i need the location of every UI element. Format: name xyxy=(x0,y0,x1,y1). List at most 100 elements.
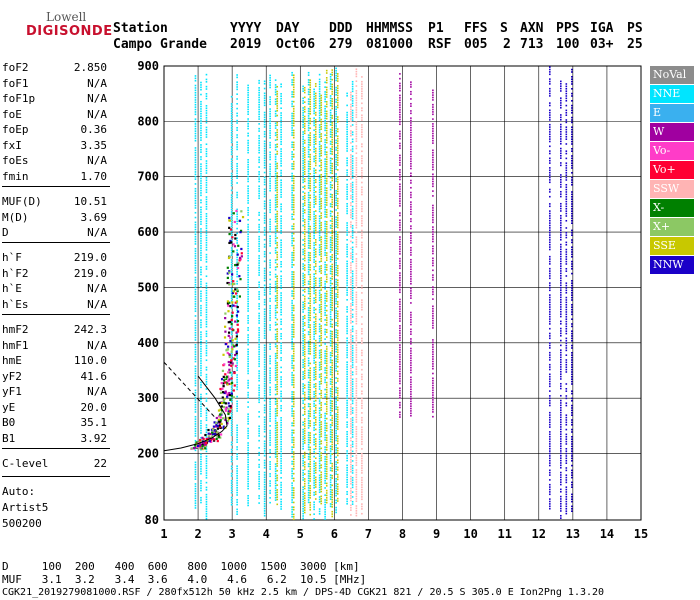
echo-dot xyxy=(329,231,332,234)
echo-dot xyxy=(329,433,332,436)
echo-dot xyxy=(194,238,197,240)
echo-dot xyxy=(314,294,317,296)
echo-dot xyxy=(205,237,208,239)
echo-dot xyxy=(236,122,238,124)
echo-dot xyxy=(292,74,295,77)
echo-dot xyxy=(350,427,352,430)
param-value: 0.36 xyxy=(80,123,108,136)
echo-dot xyxy=(236,93,238,95)
echo-dot xyxy=(318,484,321,486)
echo-dot xyxy=(302,243,304,246)
echo-dot xyxy=(350,110,352,113)
echo-dot xyxy=(318,388,321,390)
echo-dot xyxy=(318,462,321,465)
echo-dot xyxy=(303,108,306,111)
echo-dot xyxy=(276,253,279,256)
echo-dot xyxy=(291,177,293,180)
echo-dot xyxy=(309,509,312,511)
echo-dot xyxy=(355,159,358,162)
echo-dot xyxy=(318,184,321,186)
echo-dot xyxy=(292,453,295,456)
echo-dot xyxy=(274,213,277,216)
echo-dot xyxy=(325,389,328,391)
echo-dot xyxy=(307,331,310,333)
echo-dot xyxy=(549,116,551,119)
echo-dot xyxy=(274,496,277,499)
echo-dot xyxy=(318,117,321,119)
echo-dot xyxy=(276,114,279,117)
echo-dot xyxy=(320,440,323,442)
echo-dot xyxy=(276,421,279,424)
echo-dot xyxy=(346,402,348,404)
echo-dot xyxy=(318,345,321,347)
echo-dot xyxy=(205,246,208,249)
echo-dot xyxy=(200,410,202,413)
echo-dot xyxy=(346,150,348,152)
echo-dot xyxy=(263,346,266,349)
echo-dot xyxy=(355,296,358,299)
echo-dot xyxy=(335,420,337,423)
echo-dot xyxy=(307,369,310,372)
echo-dot xyxy=(324,220,326,223)
echo-dot xyxy=(313,484,315,487)
echo-dot xyxy=(351,155,354,157)
param-row: M(D) 3.69 xyxy=(2,210,107,225)
echo-dot xyxy=(307,81,310,84)
echo-dot xyxy=(335,348,337,351)
echo-dot xyxy=(355,414,358,416)
echo-dot xyxy=(274,280,277,283)
echo-dot xyxy=(200,230,202,233)
echo-dot xyxy=(230,254,233,256)
echo-dot xyxy=(302,517,304,520)
echo-dot xyxy=(303,288,306,291)
echo-dot xyxy=(280,465,282,467)
echo-dot xyxy=(346,354,348,356)
echo-dot xyxy=(205,301,208,304)
echo-dot xyxy=(320,413,323,416)
echo-dot xyxy=(269,96,271,98)
echo-dot xyxy=(258,173,260,176)
echo-dot xyxy=(350,463,352,466)
echo-dot xyxy=(205,325,208,328)
echo-dot xyxy=(346,395,348,397)
echo-dot xyxy=(292,357,295,360)
echo-dot xyxy=(361,251,363,253)
echo-dot xyxy=(247,257,249,260)
echo-dot xyxy=(292,112,295,115)
echo-dot xyxy=(269,110,271,113)
echo-dot xyxy=(200,208,202,211)
echo-dot xyxy=(549,95,551,97)
echo-dot xyxy=(309,264,312,266)
echo-dot xyxy=(230,287,233,290)
echo-dot xyxy=(269,497,271,499)
echo-dot xyxy=(230,417,233,420)
echo-dot xyxy=(336,121,339,123)
echo-dot xyxy=(194,113,197,116)
echo-dot xyxy=(313,146,315,148)
echo-dot xyxy=(230,213,233,216)
param-name: B0 xyxy=(2,416,16,429)
echo-dot xyxy=(320,221,323,224)
echo-dot xyxy=(324,122,326,124)
echo-dot xyxy=(350,418,352,420)
echo-dot xyxy=(205,417,208,419)
echo-dot xyxy=(325,372,328,374)
echo-dot xyxy=(324,304,326,307)
echo-dot xyxy=(274,386,277,389)
echo-dot xyxy=(324,179,326,182)
echo-dot xyxy=(200,396,202,398)
echo-dot xyxy=(280,390,282,393)
echo-dot xyxy=(350,506,352,509)
echo-dot xyxy=(325,156,328,158)
param-value: 242.3 xyxy=(73,323,107,336)
echo-dot xyxy=(276,186,279,189)
echo-dot xyxy=(200,295,202,297)
echo-dot xyxy=(200,237,202,240)
echo-dot xyxy=(291,441,293,444)
echo-dot xyxy=(351,186,354,189)
echo-dot xyxy=(320,380,323,382)
echo-dot xyxy=(307,364,310,367)
echo-dot xyxy=(274,232,277,235)
echo-dot xyxy=(307,273,310,276)
echo-dot xyxy=(258,370,260,372)
